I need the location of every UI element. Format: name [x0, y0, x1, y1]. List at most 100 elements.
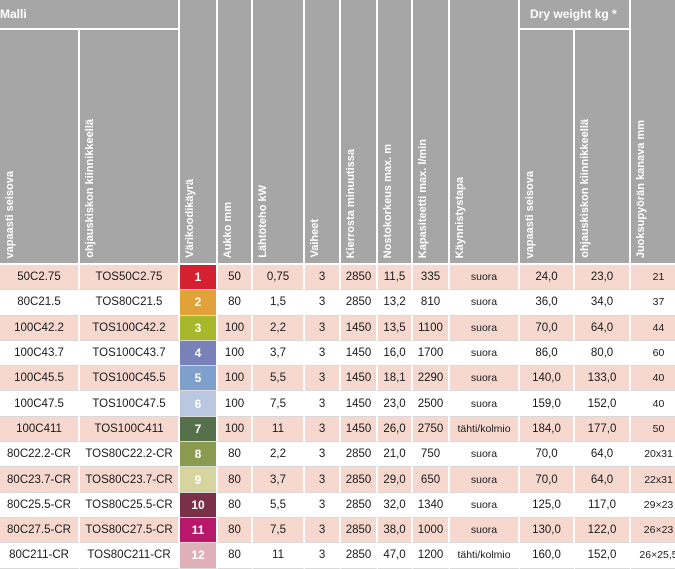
cell-color-code: 4 — [180, 340, 219, 367]
cell-dry-free: 24,0 — [520, 265, 576, 291]
cell-kaynnistys: suora — [450, 315, 521, 341]
table-row: 50C2.75 TOS50C2.75 1 50 0,75 3 2850 11,5 335 suor… — [0, 265, 675, 291]
cell-color-code: 9 — [180, 467, 219, 493]
cell-nosto: 13,2 — [378, 290, 414, 316]
cell-model-free: 80C211-CR — [0, 543, 80, 569]
cell-kanava: 26×25,5 — [631, 543, 675, 569]
cell-kapasiteetti: 810 — [413, 290, 451, 316]
cell-kapasiteetti: 2750 — [413, 416, 451, 443]
cell-vaiheet: 3 — [305, 340, 342, 367]
cell-teho: 3,7 — [253, 340, 306, 367]
cell-kanava: 40 — [631, 391, 675, 417]
cell-teho: 11 — [253, 543, 306, 569]
cell-color-code: 2 — [180, 290, 219, 316]
cell-model-rail: TOS80C211-CR — [80, 543, 181, 569]
cell-model-free: 80C21.5 — [0, 290, 80, 316]
cell-kapasiteetti: 335 — [413, 265, 451, 291]
cell-model-rail: TOS100C47.5 — [80, 391, 181, 417]
cell-dry-rail: 23,0 — [575, 265, 632, 291]
cell-dry-rail: 133,0 — [575, 366, 632, 392]
group-header-model: Malli — [0, 0, 181, 30]
cell-teho: 2,2 — [253, 315, 306, 341]
table-row: 80C25.5-CR TOS80C25.5-CR 10 80 5,5 3 2850 32,0 1… — [0, 492, 675, 518]
cell-model-rail: TOS100C42.2 — [80, 315, 181, 341]
cell-dry-rail: 80,0 — [575, 340, 632, 367]
cell-teho: 1,5 — [253, 290, 306, 316]
cell-kierrosta: 2850 — [341, 517, 379, 544]
cell-kapasiteetti: 2500 — [413, 391, 451, 417]
cell-kapasiteetti: 650 — [413, 467, 451, 493]
cell-dry-free: 140,0 — [520, 366, 576, 392]
cell-nosto: 13,5 — [378, 315, 414, 341]
table-row: 100C43.7 TOS100C43.7 4 100 3,7 3 1450 16,0 1700 s… — [0, 340, 675, 367]
cell-kierrosta: 1450 — [341, 340, 379, 367]
table-row: 80C23.7-CR TOS80C23.7-CR 9 80 3,7 3 2850 29,0 65… — [0, 467, 675, 493]
cell-teho: 5,5 — [253, 492, 306, 518]
cell-model-rail: TOS50C2.75 — [80, 265, 181, 291]
cell-kierrosta: 1450 — [341, 315, 379, 341]
cell-color-code: 12 — [180, 543, 219, 569]
cell-aukko: 80 — [218, 467, 254, 493]
cell-teho: 0,75 — [253, 265, 306, 291]
cell-color-code: 8 — [180, 442, 219, 468]
cell-kierrosta: 1450 — [341, 416, 379, 443]
cell-nosto: 23,0 — [378, 391, 414, 417]
cell-dry-free: 70,0 — [520, 467, 576, 493]
table-row: 80C211-CR TOS80C211-CR 12 80 11 3 2850 47,0 1200… — [0, 543, 675, 569]
cell-dry-free: 36,0 — [520, 290, 576, 316]
cell-model-rail: TOS100C411 — [80, 416, 181, 443]
cell-kierrosta: 2850 — [341, 442, 379, 468]
col-header-aukko: Aukko mm — [218, 0, 254, 265]
cell-dry-rail: 117,0 — [575, 492, 632, 518]
cell-kaynnistys: suora — [450, 366, 521, 392]
cell-kaynnistys: suora — [450, 265, 521, 291]
cell-kierrosta: 2850 — [341, 467, 379, 493]
cell-teho: 3,7 — [253, 467, 306, 493]
cell-aukko: 100 — [218, 340, 254, 367]
cell-kierrosta: 2850 — [341, 265, 379, 291]
cell-nosto: 21,0 — [378, 442, 414, 468]
cell-nosto: 47,0 — [378, 543, 414, 569]
table-row: 100C411 TOS100C411 7 100 11 3 1450 26,0 2750 täht… — [0, 416, 675, 443]
cell-teho: 7,5 — [253, 517, 306, 544]
cell-model-rail: TOS80C27.5-CR — [80, 517, 181, 544]
cell-dry-rail: 152,0 — [575, 391, 632, 417]
cell-kaynnistys: suora — [450, 492, 521, 518]
col-header-color-code: Värikoodikäyrä — [180, 0, 219, 265]
cell-model-free: 80C22.2-CR — [0, 442, 80, 468]
cell-dry-free: 159,0 — [520, 391, 576, 417]
cell-kanava: 22x31 — [631, 467, 675, 493]
cell-kapasiteetti: 1100 — [413, 315, 451, 341]
cell-teho: 2,2 — [253, 442, 306, 468]
cell-teho: 5,5 — [253, 366, 306, 392]
cell-color-code: 10 — [180, 492, 219, 518]
cell-kaynnistys: suora — [450, 517, 521, 544]
cell-dry-free: 70,0 — [520, 315, 576, 341]
cell-color-code: 5 — [180, 366, 219, 392]
cell-kaynnistys: suora — [450, 340, 521, 367]
cell-aukko: 100 — [218, 315, 254, 341]
cell-vaiheet: 3 — [305, 366, 342, 392]
cell-kapasiteetti: 1700 — [413, 340, 451, 367]
cell-vaiheet: 3 — [305, 290, 342, 316]
cell-kanava: 37 — [631, 290, 675, 316]
cell-model-free: 100C411 — [0, 416, 80, 443]
group-header-dry-weight: Dry weight kg * — [520, 0, 632, 30]
cell-kanava: 40 — [631, 366, 675, 392]
header-column-row: vapaasti seisova ohjauskiskon kiinnikkee… — [0, 30, 675, 265]
cell-vaiheet: 3 — [305, 492, 342, 518]
col-header-kapasiteetti: Kapasiteetti max. l/min — [413, 0, 451, 265]
cell-model-free: 80C27.5-CR — [0, 517, 80, 544]
cell-nosto: 38,0 — [378, 517, 414, 544]
cell-kaynnistys: tähti/kolmio — [450, 416, 521, 443]
cell-model-free: 50C2.75 — [0, 265, 80, 291]
cell-aukko: 100 — [218, 391, 254, 417]
cell-color-code: 7 — [180, 416, 219, 443]
cell-nosto: 29,0 — [378, 467, 414, 493]
cell-dry-rail: 177,0 — [575, 416, 632, 443]
col-header-teho: Lähtöteho kW — [253, 0, 306, 265]
col-header-kaynnistys: Käynnistystapa — [450, 0, 521, 265]
cell-model-free: 80C25.5-CR — [0, 492, 80, 518]
cell-aukko: 80 — [218, 290, 254, 316]
cell-teho: 11 — [253, 416, 306, 443]
